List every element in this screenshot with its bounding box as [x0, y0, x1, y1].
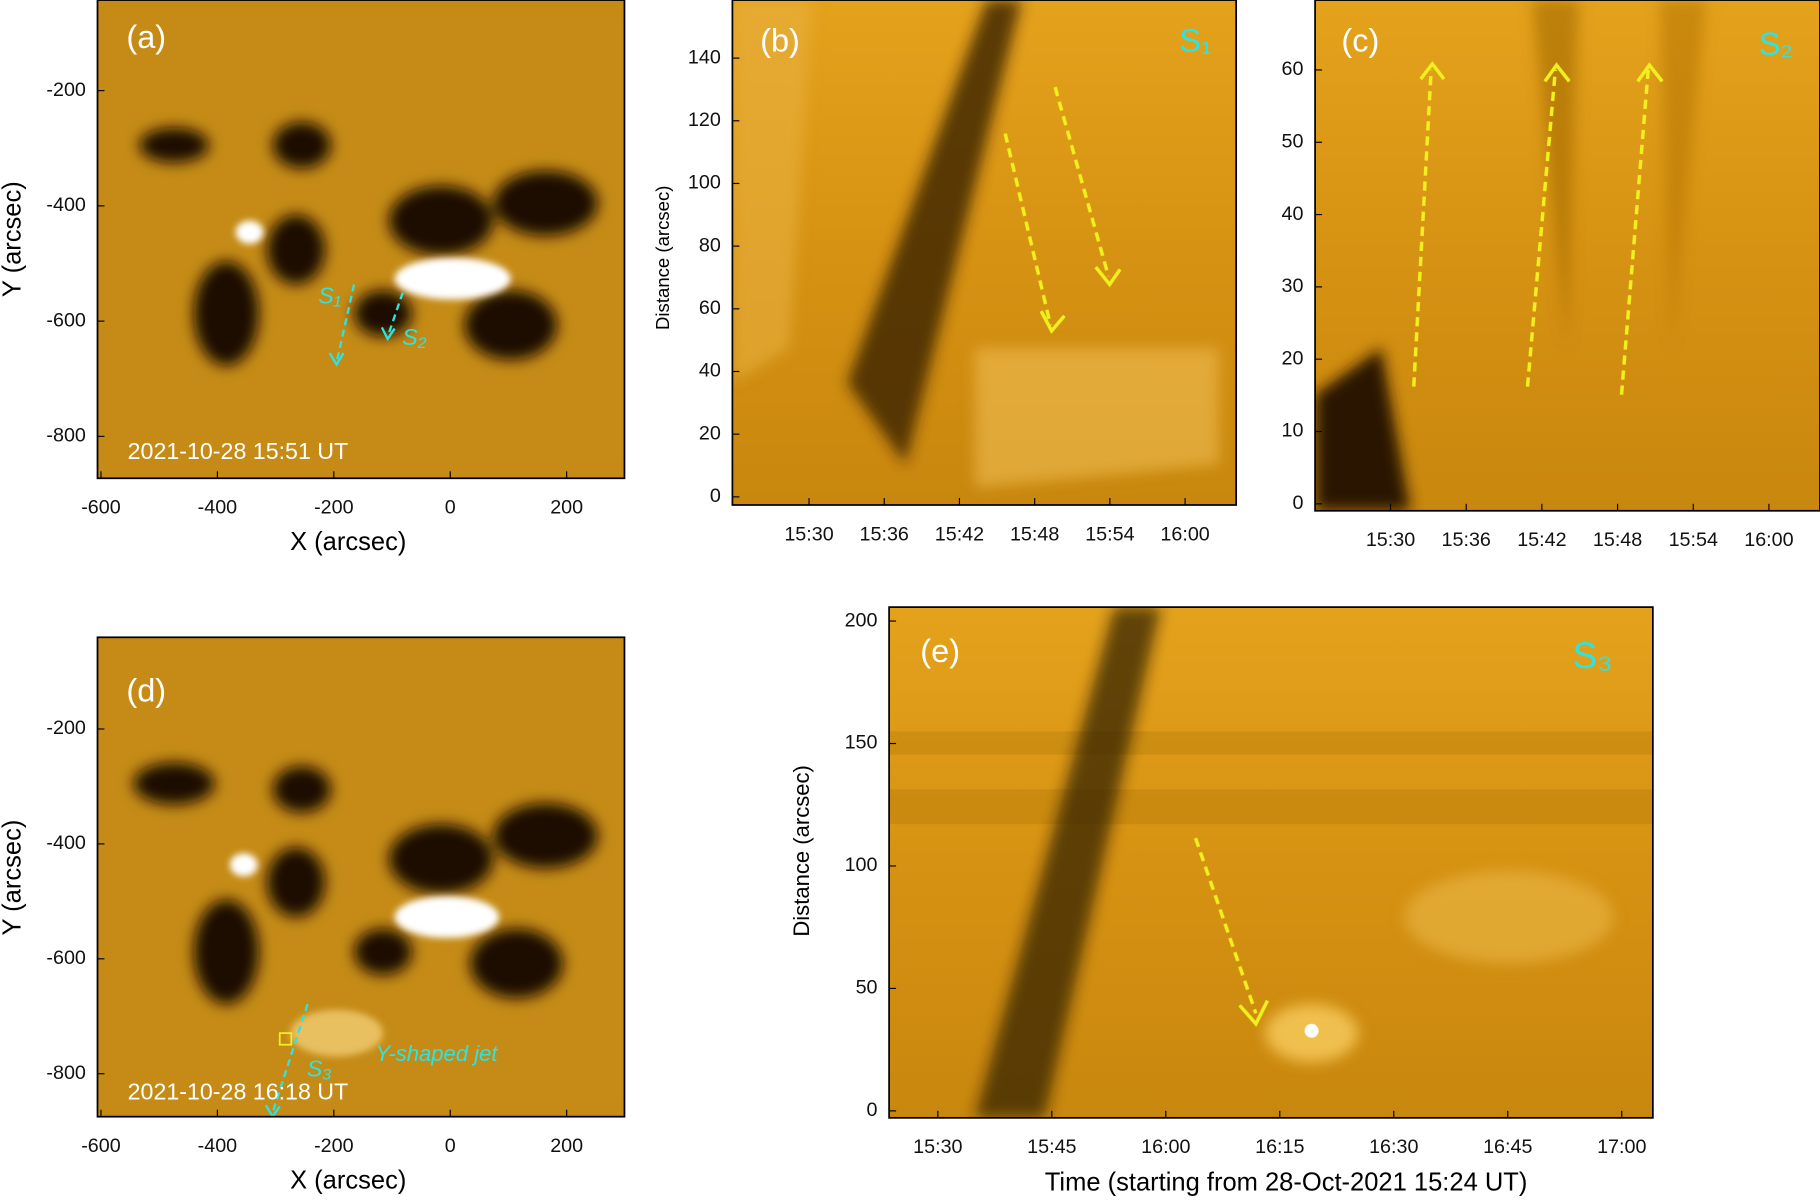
y-tick-label: -200 [46, 717, 85, 739]
y-axis-title: Y (arcsec) [0, 181, 27, 297]
annotation: Y-shaped jet [375, 1041, 498, 1066]
x-tick-label: 15:45 [1027, 1136, 1076, 1158]
y-tick-label: -400 [46, 832, 85, 854]
y-axis-title: Distance (arcsec) [789, 765, 814, 937]
y-tick-label: 30 [1282, 275, 1304, 297]
x-tick-label: 16:30 [1369, 1136, 1418, 1158]
panel-label: (d) [126, 673, 166, 709]
x-tick-label: -600 [81, 1135, 120, 1157]
y-tick-label: 200 [845, 609, 878, 631]
time-distance-image [1315, 0, 1820, 511]
y-axis-title: Y (arcsec) [0, 820, 27, 936]
y-tick-label: 50 [856, 977, 878, 999]
x-tick-label: -200 [314, 497, 353, 519]
panel-frame [96, 636, 626, 1118]
panel-frame [888, 606, 1654, 1119]
x-tick-label: 15:48 [1593, 529, 1642, 551]
y-tick-label: -600 [46, 947, 85, 969]
panel-label: (e) [920, 633, 960, 669]
x-tick-label: 15:42 [935, 523, 984, 545]
x-tick-label: 0 [445, 497, 456, 519]
timestamp: 2021-10-28 15:51 UT [128, 438, 349, 464]
slit-label: S₃ [307, 1055, 332, 1081]
x-tick-label: 15:42 [1517, 529, 1566, 551]
panel-label: (c) [1341, 23, 1379, 59]
panel-label: (b) [760, 23, 800, 59]
y-tick-label: 50 [1282, 130, 1304, 152]
time-distance-image [889, 607, 1653, 1118]
x-tick-label: -400 [198, 1135, 237, 1157]
x-tick-label: 16:00 [1160, 523, 1209, 545]
x-tick-label: 15:30 [1366, 529, 1415, 551]
x-axis-title: X (arcsec) [290, 528, 406, 556]
time-distance-image [732, 0, 1237, 505]
x-tick-label: 16:45 [1483, 1136, 1532, 1158]
panel-frame [731, 0, 1238, 506]
slit-label: S₃ [1573, 634, 1613, 676]
y-tick-label: 150 [845, 732, 878, 754]
y-axis-title: Distance (arcsec) [652, 186, 673, 330]
y-tick-label: 40 [699, 360, 721, 382]
x-tick-label: 15:48 [1010, 523, 1059, 545]
y-tick-label: -400 [46, 194, 85, 216]
panel-label: (a) [126, 19, 166, 55]
x-tick-label: 15:30 [784, 523, 833, 545]
y-tick-label: 20 [1282, 347, 1304, 369]
x-tick-label: 16:15 [1255, 1136, 1304, 1158]
x-tick-label: 0 [445, 1135, 456, 1157]
y-tick-label: 0 [710, 485, 721, 507]
slit-label: S₂ [402, 324, 426, 350]
panel-frame [1314, 0, 1820, 512]
x-tick-label: -600 [81, 497, 120, 519]
y-tick-label: 100 [688, 172, 721, 194]
y-tick-label: 60 [699, 297, 721, 319]
x-tick-label: 15:54 [1085, 523, 1134, 545]
slit-label: S₂ [1759, 26, 1793, 62]
x-tick-label: 16:00 [1744, 529, 1793, 551]
x-axis-title: X (arcsec) [290, 1166, 406, 1194]
y-tick-label: -600 [46, 309, 85, 331]
y-tick-label: -800 [46, 1062, 85, 1084]
map-image [97, 637, 625, 1117]
x-axis-title: Time (starting from 28-Oct-2021 15:24 UT… [1045, 1169, 1528, 1197]
x-tick-label: 17:00 [1597, 1136, 1646, 1158]
y-tick-label: -200 [46, 79, 85, 101]
x-tick-label: 200 [550, 1135, 583, 1157]
x-tick-label: 15:30 [913, 1136, 962, 1158]
x-tick-label: 200 [550, 497, 583, 519]
y-tick-label: 60 [1282, 58, 1304, 80]
y-tick-label: 80 [699, 234, 721, 256]
slit-label: S₁ [1179, 23, 1212, 59]
y-tick-label: 40 [1282, 203, 1304, 225]
y-tick-label: 140 [688, 46, 721, 68]
x-tick-label: 15:36 [1442, 529, 1491, 551]
y-tick-label: 0 [1293, 492, 1304, 514]
y-tick-label: -800 [46, 425, 85, 447]
x-tick-label: 16:00 [1141, 1136, 1190, 1158]
x-tick-label: 15:36 [860, 523, 909, 545]
timestamp: 2021-10-28 16:18 UT [128, 1079, 349, 1105]
x-tick-label: -200 [314, 1135, 353, 1157]
x-tick-label: -400 [198, 497, 237, 519]
y-tick-label: 120 [688, 109, 721, 131]
x-tick-label: 15:54 [1669, 529, 1718, 551]
y-tick-label: 10 [1282, 420, 1304, 442]
y-tick-label: 0 [867, 1099, 878, 1121]
y-tick-label: 20 [699, 422, 721, 444]
map-image [97, 0, 625, 479]
panel-frame [96, 0, 626, 480]
y-tick-label: 100 [845, 854, 878, 876]
slit-label: S₁ [318, 282, 341, 308]
